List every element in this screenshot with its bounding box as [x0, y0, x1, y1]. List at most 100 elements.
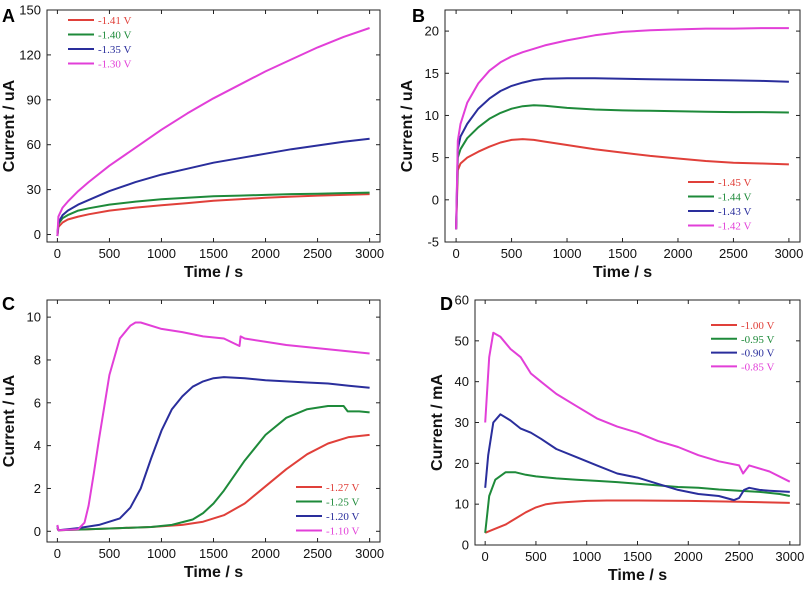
x-tick-label: 2000	[664, 246, 693, 261]
panel-d: D 0 500 1000 1500 2000 2500 3000 0 10 20 30 40 50 60 Ti…	[429, 293, 804, 585]
x-axis-label: Time / s	[593, 264, 652, 281]
legend-label: -1.40 V	[98, 30, 131, 42]
y-tick-label: 60	[455, 293, 469, 308]
panel-letter: D	[440, 294, 453, 314]
x-tick-label: 0	[482, 549, 489, 564]
legend-label: -1.42 V	[718, 221, 751, 233]
x-tick-label: 1500	[199, 546, 228, 561]
y-tick-label: 60	[27, 137, 41, 152]
x-tick-label: 3000	[774, 246, 803, 261]
y-tick-label: 0	[34, 227, 41, 242]
series-line	[455, 77, 789, 230]
panel-a: A 0 500 1000 1500 2000 2500 3000 0 30 60 90 120 150 Ti…	[1, 3, 384, 282]
legend-label: -1.25 V	[326, 497, 359, 509]
series-line	[56, 137, 370, 237]
y-axis-label: Current / mA	[429, 374, 446, 471]
panel-c: C 0 500 1000 1500 2000 2500 3000 0 2 4 6 8 10 Time / s…	[1, 294, 384, 581]
series-line	[455, 104, 789, 230]
legend-label: -1.35 V	[98, 44, 131, 56]
panel-b: B 0 500 1000 1500 2000 2500 3000 -5 0 5 10 15 20 Time …	[399, 6, 803, 281]
y-tick-label: 20	[425, 24, 439, 39]
x-tick-label: 1000	[147, 546, 176, 561]
x-axis-label: Time / s	[608, 567, 667, 584]
y-tick-label: 40	[455, 374, 469, 389]
x-tick-label: 1500	[608, 246, 637, 261]
y-tick-label: 30	[27, 182, 41, 197]
series-line	[56, 405, 370, 532]
panel-letter: A	[2, 6, 15, 26]
series-line	[56, 321, 370, 532]
x-tick-label: 3000	[775, 549, 804, 564]
x-tick-label: 0	[54, 246, 61, 261]
x-tick-label: 0	[54, 546, 61, 561]
y-tick-label: 2	[34, 481, 41, 496]
x-tick-label: 2500	[719, 246, 748, 261]
y-tick-label: 20	[455, 456, 469, 471]
x-tick-label: 2000	[251, 546, 280, 561]
y-axis-label: Current / uA	[1, 79, 18, 172]
series-line	[56, 433, 370, 532]
series-line	[484, 331, 791, 483]
legend-label: -1.45 V	[718, 177, 751, 189]
panel-letter: C	[2, 294, 15, 314]
legend-label: -1.30 V	[98, 59, 131, 71]
series-line	[455, 138, 789, 230]
x-tick-label: 3000	[355, 246, 384, 261]
series-line	[455, 27, 789, 230]
y-tick-label: 4	[34, 438, 41, 453]
legend-label: -1.10 V	[326, 526, 359, 538]
x-tick-label: 2500	[303, 246, 332, 261]
x-tick-label: 2000	[251, 246, 280, 261]
y-tick-label: 15	[425, 66, 439, 81]
y-tick-label: 120	[19, 47, 41, 62]
y-tick-label: 0	[34, 524, 41, 539]
y-tick-label: 10	[455, 497, 469, 512]
y-tick-label: 8	[34, 352, 41, 367]
x-tick-label: 1000	[553, 246, 582, 261]
x-tick-label: 500	[99, 246, 121, 261]
legend-label: -0.85 V	[741, 361, 774, 373]
y-tick-label: 0	[462, 538, 469, 553]
y-tick-label: 10	[425, 108, 439, 123]
legend-label: -1.43 V	[718, 206, 751, 218]
y-tick-label: 5	[432, 150, 439, 165]
legend-label: -0.90 V	[741, 348, 774, 360]
legend-label: -1.44 V	[718, 192, 751, 204]
x-tick-label: 500	[525, 549, 547, 564]
x-axis-label: Time / s	[184, 264, 243, 281]
x-tick-label: 1000	[572, 549, 601, 564]
x-tick-label: 1500	[623, 549, 652, 564]
x-tick-label: 2500	[725, 549, 754, 564]
series-line	[484, 499, 790, 534]
legend-label: -1.20 V	[326, 511, 359, 523]
legend-label: -0.95 V	[741, 334, 774, 346]
y-axis-label: Current / uA	[1, 374, 18, 467]
x-tick-label: 1000	[147, 246, 176, 261]
y-tick-label: 6	[34, 395, 41, 410]
y-tick-label: 0	[432, 192, 439, 207]
y-tick-label: 150	[19, 3, 41, 18]
x-tick-label: 500	[501, 246, 523, 261]
x-tick-label: 2000	[674, 549, 703, 564]
legend-label: -1.00 V	[741, 320, 774, 332]
series-line	[484, 471, 790, 533]
y-tick-label: -5	[427, 235, 439, 250]
series-line	[56, 376, 370, 532]
series-line	[484, 413, 790, 502]
x-tick-label: 500	[99, 546, 121, 561]
series-line	[56, 191, 370, 237]
legend-label: -1.41 V	[98, 15, 131, 27]
series-line	[56, 193, 370, 237]
legend-label: -1.27 V	[326, 482, 359, 494]
x-tick-label: 3000	[355, 546, 384, 561]
x-tick-label: 1500	[199, 246, 228, 261]
series-line	[56, 27, 370, 237]
y-tick-label: 50	[455, 333, 469, 348]
y-tick-label: 90	[27, 92, 41, 107]
y-tick-label: 10	[27, 310, 41, 325]
panel-letter: B	[412, 6, 425, 26]
x-tick-label: 2500	[303, 546, 332, 561]
y-axis-label: Current / uA	[399, 79, 416, 172]
y-tick-label: 30	[455, 415, 469, 430]
